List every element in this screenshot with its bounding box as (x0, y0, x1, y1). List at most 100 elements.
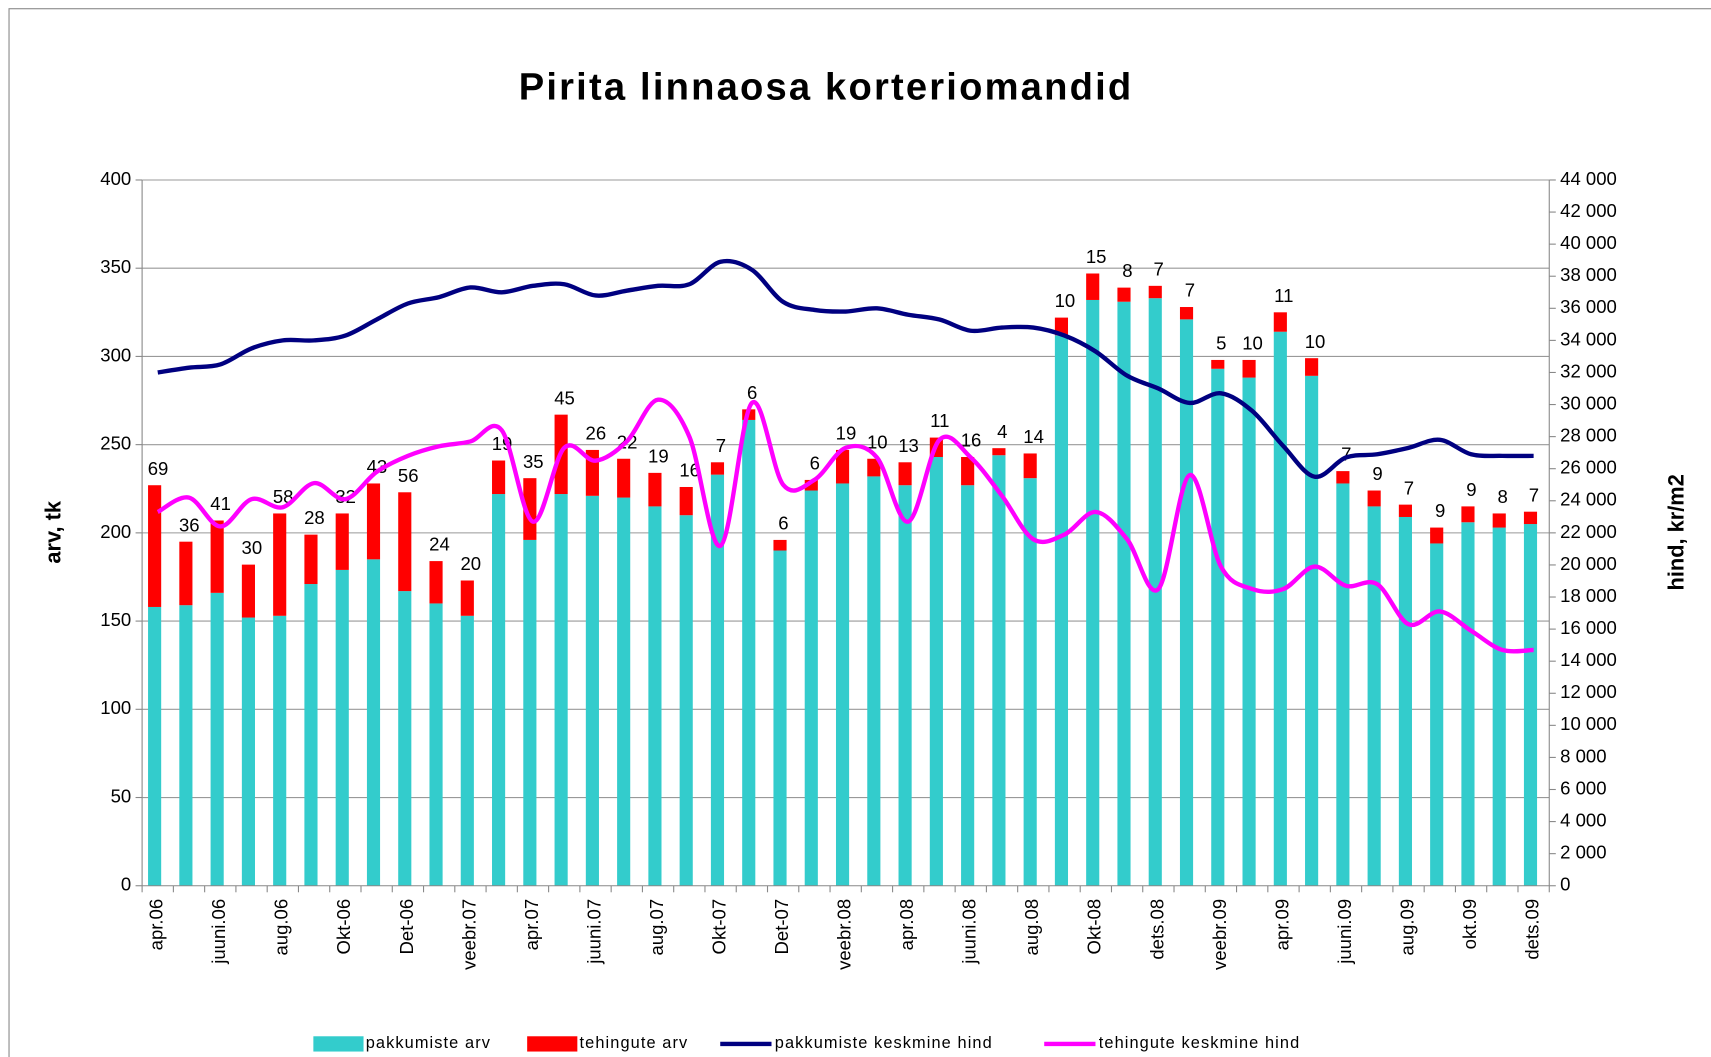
legend-label: tehingute arv (580, 1034, 689, 1052)
bar (210, 520, 224, 593)
x-tick-label: aug.07 (646, 899, 667, 956)
bar (1461, 506, 1475, 523)
bar (1492, 527, 1506, 886)
data-label: 16 (961, 430, 982, 451)
y2-tick-label: 44 000 (1560, 168, 1617, 189)
bar (1461, 522, 1475, 886)
data-label: 45 (554, 387, 575, 408)
x-tick-label: apr.07 (521, 899, 542, 951)
legend-label: tehingute keskmine hind (1099, 1034, 1301, 1052)
bar (710, 462, 725, 475)
data-label: 19 (648, 445, 669, 466)
data-label: 9 (1372, 463, 1382, 484)
bar (366, 483, 381, 560)
legend-label: pakkumiste arv (366, 1034, 491, 1052)
data-label: 10 (867, 431, 888, 452)
bar (1398, 504, 1412, 517)
x-tick-label: juuni.09 (1334, 899, 1355, 965)
y2-tick-label: 16 000 (1560, 617, 1617, 638)
y-tick-label: 0 (121, 874, 131, 895)
bar (1367, 506, 1381, 886)
bar (1523, 511, 1538, 525)
bar (617, 497, 631, 886)
data-label: 7 (1185, 280, 1195, 301)
bar (1242, 377, 1256, 886)
bar (523, 478, 537, 540)
data-label: 56 (398, 465, 419, 486)
x-tick-label: juuni.06 (208, 899, 229, 965)
y2-tick-label: 24 000 (1560, 489, 1617, 510)
data-label: 24 (429, 534, 450, 555)
y2-tick-label: 10 000 (1560, 713, 1617, 734)
bar (1086, 299, 1100, 886)
bar (1054, 335, 1069, 886)
data-label: 6 (747, 382, 757, 403)
bar (1398, 516, 1412, 886)
data-label: 19 (836, 423, 857, 444)
bar (241, 564, 255, 618)
bar (1430, 543, 1444, 886)
bar (1523, 524, 1538, 886)
bar (304, 534, 318, 585)
y2-tick-label: 40 000 (1560, 232, 1617, 253)
y2-tick-label: 42 000 (1560, 200, 1617, 221)
bar (1179, 319, 1194, 886)
x-tick-label: Det-07 (771, 899, 792, 955)
bar (492, 460, 506, 495)
y2-tick-label: 6 000 (1560, 777, 1606, 798)
bar (304, 584, 318, 886)
y2-tick-label: 20 000 (1560, 553, 1617, 574)
x-tick-label: veebr.08 (834, 899, 855, 970)
bar (1492, 513, 1506, 528)
bar (273, 513, 287, 616)
data-label: 13 (898, 435, 919, 456)
x-tick-label: aug.08 (1021, 899, 1042, 956)
data-label: 69 (148, 458, 169, 479)
bar (1211, 359, 1225, 369)
bar (1211, 368, 1225, 886)
bar (1179, 307, 1194, 320)
bar (273, 615, 287, 886)
data-label: 10 (1242, 333, 1263, 354)
y2-tick-label: 30 000 (1560, 392, 1617, 413)
legend-swatch (527, 1036, 578, 1052)
bar (1023, 478, 1037, 886)
bar (867, 458, 881, 477)
bar (492, 494, 506, 886)
y2-tick-label: 0 (1560, 874, 1570, 895)
x-tick-label: dets.09 (1522, 899, 1543, 960)
bar (1117, 287, 1131, 302)
data-label: 26 (586, 423, 607, 444)
y-tick-label: 350 (100, 256, 131, 277)
bar (1430, 527, 1444, 544)
y2-axis-title: hind, kr/m2 (1664, 474, 1689, 590)
bar (148, 485, 162, 607)
bar (460, 615, 474, 886)
bar (710, 474, 725, 886)
data-label: 10 (1305, 331, 1326, 352)
bar (523, 539, 537, 886)
bar (210, 592, 224, 886)
y2-tick-label: 18 000 (1560, 585, 1617, 606)
data-label: 11 (1274, 285, 1293, 306)
bar (1086, 273, 1100, 300)
bar (617, 458, 631, 498)
data-label: 7 (1529, 484, 1539, 505)
data-label: 35 (523, 451, 544, 472)
bar (992, 455, 1006, 886)
bar (429, 603, 443, 886)
data-label: 8 (1498, 486, 1508, 507)
data-label: 30 (242, 537, 263, 558)
y2-tick-label: 26 000 (1560, 457, 1617, 478)
y2-tick-label: 34 000 (1560, 328, 1617, 349)
y2-tick-label: 2 000 (1560, 842, 1606, 863)
x-tick-label: apr.06 (146, 899, 167, 951)
bar (867, 476, 881, 886)
data-label: 16 (679, 460, 700, 481)
chart-title: Pirita linnaosa korteriomandid (519, 66, 1134, 109)
x-tick-label: apr.09 (1271, 899, 1292, 951)
bar (835, 483, 850, 886)
data-label: 7 (1341, 444, 1351, 465)
bar (1023, 453, 1037, 479)
y-tick-label: 400 (100, 168, 131, 189)
